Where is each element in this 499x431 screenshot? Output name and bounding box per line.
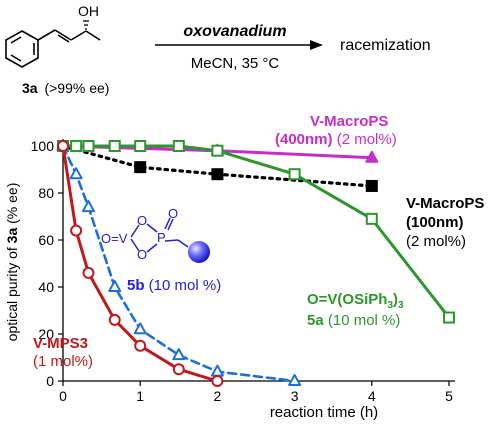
- svg-text:V-MacroPS: V-MacroPS: [310, 113, 388, 130]
- y-tick-label: 0: [46, 373, 54, 389]
- data-point: [133, 322, 147, 335]
- data-point: [82, 266, 95, 279]
- x-tick-label: 3: [291, 388, 299, 404]
- data-point: [211, 144, 224, 157]
- chart-axes: 0 1 2 3 4 5 0 20 40 60 80 100: [31, 138, 455, 404]
- data-point: [211, 375, 224, 387]
- x-tick-label: 4: [368, 388, 376, 404]
- svg-text:P: P: [157, 230, 166, 245]
- data-point: [288, 168, 301, 181]
- data-point: [134, 140, 147, 152]
- data-point: [81, 200, 95, 213]
- annotation-macro100: V-MacroPS (100nm) (2 mol%): [406, 195, 484, 250]
- data-point: [70, 140, 83, 152]
- svg-text:(400nm) (2 mol%): (400nm) (2 mol%): [275, 131, 397, 148]
- support-sphere: [188, 241, 210, 263]
- x-tick-label: 5: [445, 388, 453, 404]
- series-line-2: [61, 144, 451, 320]
- alkene-bond: [54, 29, 72, 41]
- series-markers: [56, 139, 455, 387]
- data-point: [443, 311, 455, 324]
- series-line-1: [61, 144, 296, 383]
- data-point: [134, 161, 147, 174]
- data-point: [108, 313, 121, 326]
- y-axis-label: optical purity of 3a (% ee): [4, 183, 20, 342]
- data-point: [108, 280, 122, 292]
- data-point: [82, 140, 95, 152]
- reaction-scheme: [5, 20, 315, 68]
- svg-text:V-MPS3: V-MPS3: [33, 335, 88, 352]
- compound-label: 3a (>99% ee): [22, 80, 109, 96]
- svg-text:O=V: O=V: [101, 231, 128, 246]
- data-point: [210, 364, 224, 377]
- data-point: [172, 363, 185, 376]
- svg-text:(1 mol%): (1 mol%): [33, 353, 93, 370]
- data-point: [108, 140, 121, 152]
- data-point: [70, 224, 83, 237]
- svg-text:V-MacroPS: V-MacroPS: [406, 195, 484, 212]
- data-point: [172, 348, 186, 361]
- conditions-label: MeCN, 35 °C: [191, 55, 280, 72]
- svg-text:O: O: [137, 247, 147, 262]
- y-tick-label: 80: [38, 185, 54, 201]
- y-tick-label: 40: [38, 279, 54, 295]
- y-tick-label: 20: [38, 326, 54, 342]
- inset-structure-5b: [130, 217, 189, 253]
- catalyst-label: oxovanadium: [183, 23, 286, 40]
- data-point: [365, 212, 378, 225]
- annotation-vmps3: V-MPS3 (1 mol%): [33, 335, 93, 370]
- data-point: [211, 168, 224, 181]
- x-axis-label: reaction time (h): [270, 404, 378, 421]
- data-point: [365, 150, 379, 163]
- svg-text:5a (10 mol %): 5a (10 mol %): [307, 312, 400, 329]
- x-tick-label: 2: [214, 388, 222, 404]
- inset-structure-atoms: O=V O O P O: [101, 206, 178, 262]
- product-label: racemization: [340, 37, 431, 54]
- data-point: [134, 339, 147, 352]
- svg-text:(2 mol%): (2 mol%): [406, 233, 466, 250]
- svg-text:O: O: [168, 206, 178, 221]
- series-lines: [61, 144, 451, 383]
- svg-text:O=V(OSiPh3)3: O=V(OSiPh3)3: [307, 291, 404, 311]
- data-point: [69, 167, 83, 180]
- x-tick-label: 1: [136, 388, 144, 404]
- data-point: [365, 179, 378, 192]
- svg-text:O: O: [137, 213, 147, 228]
- y-tick-label: 100: [31, 138, 55, 154]
- inset-5b-label: 5b (10 mol %): [127, 277, 221, 294]
- y-tick-label: 60: [38, 232, 54, 248]
- annotation-macro400: V-MacroPS (400nm) (2 mol%): [275, 113, 397, 148]
- svg-text:(100nm): (100nm): [406, 214, 464, 231]
- annotation-osiph3: O=V(OSiPh3)3 5a (10 mol %): [307, 291, 404, 329]
- oh-label: OH: [78, 3, 99, 19]
- data-point: [57, 140, 69, 152]
- data-point: [288, 374, 302, 386]
- x-tick-label: 0: [59, 388, 67, 404]
- data-point: [172, 140, 185, 152]
